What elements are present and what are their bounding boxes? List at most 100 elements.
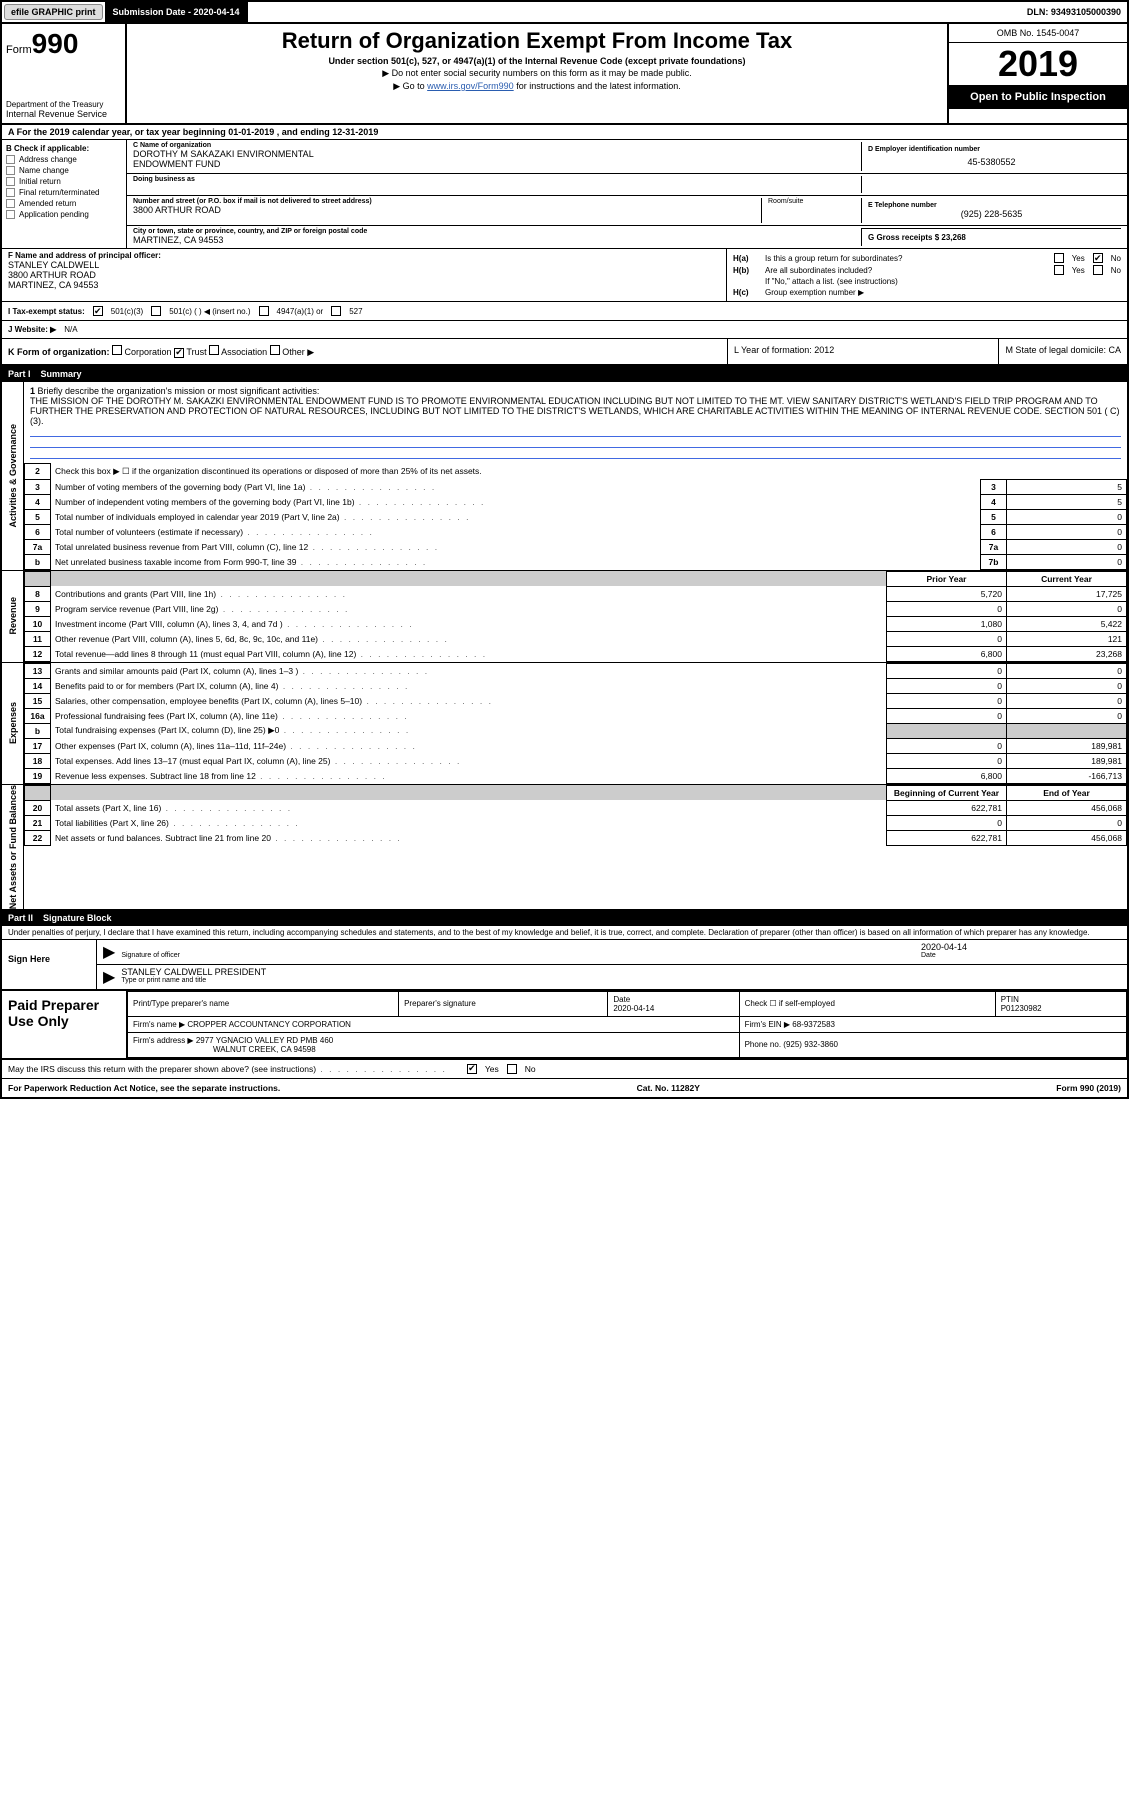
chk-initial-return[interactable] <box>6 177 15 186</box>
row-box: 7b <box>981 554 1007 569</box>
discuss-no-checkbox[interactable] <box>507 1064 517 1074</box>
summary-net-assets: Net Assets or Fund Balances Beginning of… <box>2 785 1127 910</box>
chk-corp[interactable] <box>112 345 122 355</box>
irs-link[interactable]: www.irs.gov/Form990 <box>427 81 514 91</box>
row-num: 4 <box>25 494 51 509</box>
row-num: 13 <box>25 663 51 678</box>
j-label: J Website: ▶ <box>8 325 56 334</box>
row-py: 622,781 <box>887 830 1007 845</box>
row-num: 10 <box>25 616 51 631</box>
chk-final-return[interactable] <box>6 188 15 197</box>
row-cy: 189,981 <box>1007 753 1127 768</box>
pp-date: 2020-04-14 <box>613 1004 654 1013</box>
ha-yes-checkbox[interactable] <box>1054 253 1064 263</box>
chk-address-change[interactable] <box>6 155 15 164</box>
officer-name: STANLEY CALDWELL <box>8 260 720 270</box>
firm-addr1: 2977 YGNACIO VALLEY RD PMB 460 <box>196 1036 333 1045</box>
paid-preparer-table: Print/Type preparer's name Preparer's si… <box>127 991 1127 1058</box>
submission-date: Submission Date - 2020-04-14 <box>105 2 248 22</box>
rot-rev-label: Revenue <box>8 597 18 635</box>
q1-text: Briefly describe the organization's miss… <box>38 386 320 396</box>
part-ii-title: Signature Block <box>43 913 112 923</box>
opt-name-change: Name change <box>19 166 69 175</box>
row-num: 22 <box>25 830 51 845</box>
k-trust: Trust <box>186 347 206 357</box>
arrow-icon: ▶ <box>103 942 115 962</box>
net-assets-table: Beginning of Current YearEnd of Year20To… <box>24 785 1127 846</box>
row-py: 622,781 <box>887 800 1007 815</box>
chk-assoc[interactable] <box>209 345 219 355</box>
row-cy: 0 <box>1007 693 1127 708</box>
sig-officer-label: Signature of officer <box>121 952 921 959</box>
row-py <box>887 723 1007 738</box>
chk-trust[interactable] <box>174 348 184 358</box>
header-subtitle: Under section 501(c), 527, or 4947(a)(1)… <box>135 56 939 66</box>
discuss-yes-checkbox[interactable] <box>467 1064 477 1074</box>
opt-address-change: Address change <box>19 155 77 164</box>
chk-pending[interactable] <box>6 210 15 219</box>
efile-print-button[interactable]: efile GRAPHIC print <box>4 4 103 20</box>
sig-date: 2020-04-14 <box>921 942 1121 952</box>
footer-discuss: May the IRS discuss this return with the… <box>2 1060 1127 1079</box>
mission-block: 1 Briefly describe the organization's mi… <box>24 382 1127 463</box>
i-501c3: 501(c)(3) <box>111 307 143 316</box>
k-other: Other ▶ <box>282 347 314 357</box>
rot-revenue: Revenue <box>2 571 24 662</box>
row-cy: 23,268 <box>1007 646 1127 661</box>
m-state-domicile: M State of legal domicile: CA <box>999 339 1127 364</box>
chk-501c3[interactable] <box>93 306 103 316</box>
hb-yes-checkbox[interactable] <box>1054 265 1064 275</box>
column-d: D Employer identification number 45-5380… <box>861 142 1121 171</box>
ha-yes: Yes <box>1072 254 1085 263</box>
c-label: C Name of organization <box>133 142 861 149</box>
k-label: K Form of organization: <box>8 347 110 357</box>
city-label: City or town, state or province, country… <box>133 228 861 235</box>
dba-label: Doing business as <box>133 176 861 183</box>
row-k-l-m: K Form of organization: Corporation Trus… <box>2 339 1127 366</box>
begin-year-hdr: Beginning of Current Year <box>887 785 1007 800</box>
row-num: 5 <box>25 509 51 524</box>
row-num: b <box>25 723 51 738</box>
row-cy: 0 <box>1007 708 1127 723</box>
row-num: 2 <box>25 464 51 480</box>
officer-print-name: STANLEY CALDWELL PRESIDENT <box>121 967 1121 977</box>
row-num: 6 <box>25 524 51 539</box>
row-desc: Total revenue—add lines 8 through 11 (mu… <box>51 646 887 661</box>
row-desc: Total fundraising expenses (Part IX, col… <box>51 723 887 738</box>
chk-amended[interactable] <box>6 199 15 208</box>
row-cy: 189,981 <box>1007 738 1127 753</box>
row-num: 12 <box>25 646 51 661</box>
topbar: efile GRAPHIC print Submission Date - 20… <box>2 2 1127 24</box>
row-cy: 0 <box>1007 601 1127 616</box>
row-num: 19 <box>25 768 51 783</box>
arrow-icon-2: ▶ <box>103 967 115 987</box>
chk-527[interactable] <box>331 306 341 316</box>
row-box: 3 <box>981 479 1007 494</box>
header-link-row: ▶ Go to www.irs.gov/Form990 for instruct… <box>135 81 939 92</box>
hb-no-checkbox[interactable] <box>1093 265 1103 275</box>
footer-bottom: For Paperwork Reduction Act Notice, see … <box>2 1079 1127 1097</box>
chk-4947[interactable] <box>259 306 269 316</box>
row-num: 8 <box>25 586 51 601</box>
row-py: 0 <box>887 663 1007 678</box>
header-title: Return of Organization Exempt From Incom… <box>135 28 939 54</box>
d-label: D Employer identification number <box>868 146 1115 153</box>
e-label: E Telephone number <box>868 202 1115 209</box>
dln-label: DLN: 93493105000390 <box>1021 2 1127 22</box>
telephone: (925) 228-5635 <box>868 209 1115 219</box>
ha-text: Is this a group return for subordinates? <box>765 254 902 263</box>
chk-other[interactable] <box>270 345 280 355</box>
officer-addr: 3800 ARTHUR ROAD <box>8 270 720 280</box>
row-val: 0 <box>1007 554 1127 569</box>
ha-no-checkbox[interactable] <box>1093 253 1103 263</box>
ein-label: Firm's EIN ▶ <box>745 1020 790 1029</box>
pra-notice: For Paperwork Reduction Act Notice, see … <box>8 1083 280 1093</box>
discuss-question: May the IRS discuss this return with the… <box>8 1064 447 1074</box>
i-4947: 4947(a)(1) or <box>277 307 324 316</box>
opt-amended: Amended return <box>19 199 76 208</box>
row-val: 0 <box>1007 539 1127 554</box>
k-corp: Corporation <box>125 347 172 357</box>
chk-501c[interactable] <box>151 306 161 316</box>
expenses-table: 13Grants and similar amounts paid (Part … <box>24 663 1127 784</box>
chk-name-change[interactable] <box>6 166 15 175</box>
